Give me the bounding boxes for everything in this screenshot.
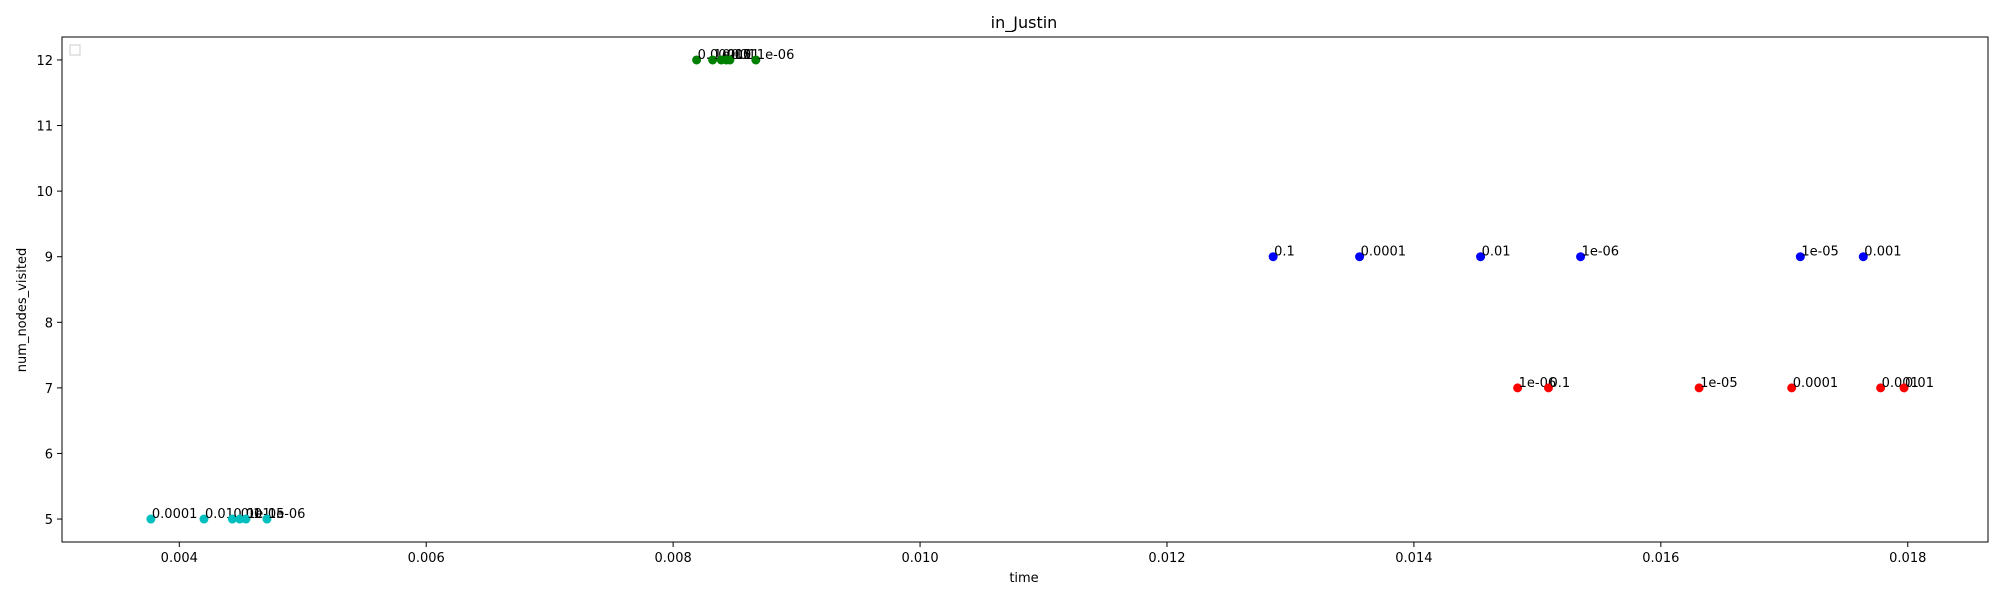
point-label: 1e-05 — [1700, 376, 1738, 391]
point-label: 0.0001 — [1793, 376, 1839, 391]
data-point — [262, 514, 272, 524]
y-tick-label: 11 — [36, 120, 53, 135]
data-point — [1858, 252, 1868, 262]
x-tick-label: 0.018 — [1889, 551, 1926, 566]
x-axis: 0.004 0.006 0.008 0.010 0.012 0.014 0.016 0.018 — [161, 542, 1926, 566]
y-tick-label: 8 — [45, 316, 53, 331]
point-label: 0.01 — [1482, 245, 1511, 260]
x-tick-label: 0.012 — [1148, 551, 1185, 566]
y-tick-label: 7 — [45, 382, 53, 397]
axes-frame — [61, 36, 1989, 543]
data-point — [1543, 383, 1553, 393]
point-label: 0.1 — [1274, 245, 1295, 260]
plot-area — [61, 36, 1989, 543]
point-label: 1e-06 — [757, 48, 795, 63]
data-point — [708, 55, 718, 65]
data-point — [751, 55, 761, 65]
data-point — [1787, 383, 1797, 393]
data-point — [235, 514, 245, 524]
point-label: 0.1 — [1549, 376, 1570, 391]
chart-title: in_Justin — [991, 13, 1058, 33]
x-tick-label: 0.006 — [408, 551, 445, 566]
point-label: 0.01 — [1905, 376, 1934, 391]
point-label: 1e-05 — [247, 507, 285, 522]
data-point — [1694, 383, 1704, 393]
data-point — [1899, 383, 1909, 393]
x-tick-label: 0.008 — [655, 551, 692, 566]
point-label: 0.001 — [1864, 245, 1901, 260]
data-point — [1268, 252, 1278, 262]
data-point — [725, 55, 735, 65]
legend-box — [69, 44, 81, 56]
data-point — [1576, 252, 1586, 262]
x-tick-label: 0.010 — [901, 551, 938, 566]
point-label: 0.0001 — [1361, 245, 1407, 260]
data-point — [1476, 252, 1486, 262]
data-point — [199, 514, 209, 524]
point-label: 0.001 — [1882, 376, 1919, 391]
y-tick-label: 9 — [45, 251, 53, 266]
point-label: 0.01 — [727, 48, 756, 63]
point-label: 1e-06 — [1582, 245, 1620, 260]
data-point — [227, 514, 237, 524]
data-point — [1876, 383, 1886, 393]
data-point — [241, 514, 251, 524]
y-tick-label: 10 — [36, 185, 53, 200]
point-label: 0.0001 — [152, 507, 198, 522]
x-axis-label: time — [1009, 571, 1038, 586]
point-label: 1e-05 — [1801, 245, 1839, 260]
point-label: 0.1 — [731, 48, 752, 63]
data-point — [1355, 252, 1365, 262]
x-tick-label: 0.004 — [161, 551, 198, 566]
point-label: 0.01 — [205, 507, 234, 522]
y-axis-label: num_nodes_visited — [15, 248, 30, 372]
y-tick-label: 12 — [36, 54, 53, 69]
data-point — [1795, 252, 1805, 262]
data-point — [146, 514, 156, 524]
x-tick-label: 0.016 — [1642, 551, 1679, 566]
y-axis: 5 6 7 8 9 10 11 12 — [36, 54, 62, 528]
data-point — [692, 55, 702, 65]
data-point — [1513, 383, 1523, 393]
y-tick-label: 5 — [45, 513, 53, 528]
y-tick-label: 6 — [45, 447, 53, 462]
point-label: 1e-06 — [268, 507, 306, 522]
x-tick-label: 0.014 — [1395, 551, 1432, 566]
